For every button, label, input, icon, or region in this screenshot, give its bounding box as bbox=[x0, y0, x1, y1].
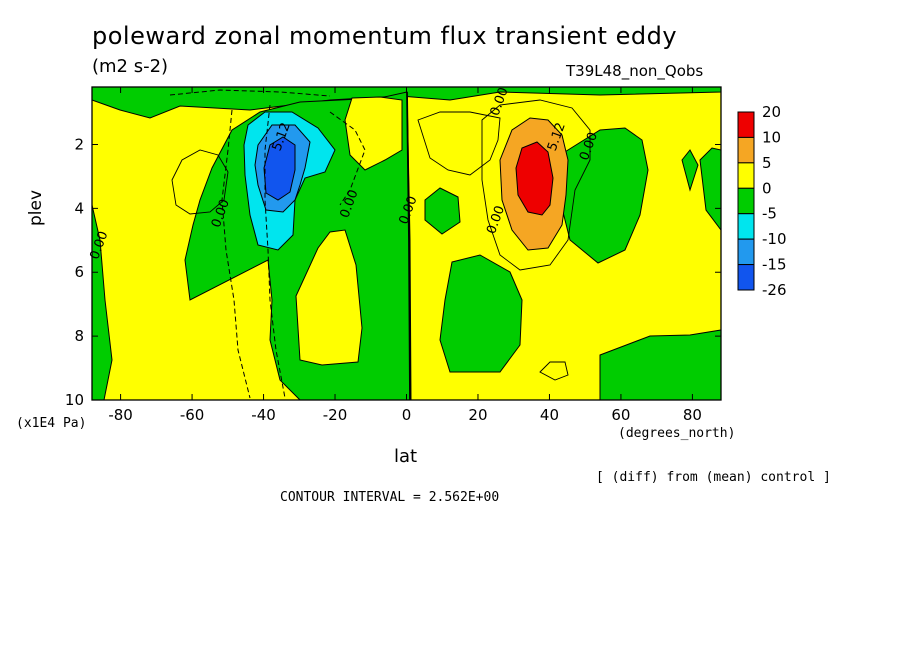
colorbar-swatch bbox=[737, 136, 755, 164]
region-nh-mid bbox=[559, 127, 649, 264]
colorbar-label: 0 bbox=[762, 179, 772, 197]
y-axis-units: (x1E4 Pa) bbox=[16, 416, 87, 431]
x-tick-label: 20 bbox=[468, 406, 487, 424]
colorbar-swatch bbox=[737, 213, 755, 240]
x-axis-ticks: -80 -60 -40 -20 0 20 40 60 80 bbox=[108, 87, 702, 424]
colorbar-swatch bbox=[737, 238, 755, 266]
colorbar-label: 5 bbox=[762, 154, 772, 172]
colorbar-label: -26 bbox=[762, 281, 787, 299]
colorbar-label: 20 bbox=[762, 103, 781, 121]
units-label: (m2 s-2) bbox=[92, 56, 169, 77]
region-nh-small2 bbox=[681, 149, 699, 192]
x-tick-label: -20 bbox=[323, 406, 348, 424]
sh-negative-extremum bbox=[243, 111, 336, 251]
dashed-contour-outer bbox=[221, 109, 251, 399]
x-axis-title: lat bbox=[394, 446, 418, 467]
equator-zero-line bbox=[406, 91, 411, 401]
x-tick-label: 40 bbox=[540, 406, 559, 424]
colorbar-label: -15 bbox=[762, 256, 787, 274]
y-tick-label: 10 bbox=[65, 391, 84, 409]
contour-interval: CONTOUR INTERVAL = 2.562E+00 bbox=[280, 490, 500, 505]
dashed-contour-right bbox=[329, 111, 366, 206]
run-label: T39L48_non_Qobs bbox=[566, 62, 704, 80]
nh-positive-extremum bbox=[499, 117, 569, 251]
nh-level-10 bbox=[515, 141, 554, 216]
contour-nh-lower-loop bbox=[539, 361, 569, 381]
y-tick-label: 6 bbox=[74, 263, 84, 281]
dashed-contour-top bbox=[169, 89, 331, 97]
region-nh-sub bbox=[439, 254, 523, 373]
contour-nh-loop bbox=[417, 111, 501, 176]
colorbar-label: -10 bbox=[762, 230, 787, 248]
colorbar-swatch bbox=[737, 111, 755, 138]
x-tick-label: -80 bbox=[108, 406, 133, 424]
diff-note: [ (diff) from (mean) control ] bbox=[596, 470, 831, 485]
region-nh-small1 bbox=[424, 187, 461, 235]
dashed-contour-inner bbox=[264, 104, 286, 399]
island-sh-upper bbox=[344, 96, 403, 171]
x-tick-label: 80 bbox=[683, 406, 702, 424]
colorbar-swatch bbox=[737, 162, 755, 189]
x-tick-label: -40 bbox=[251, 406, 276, 424]
y-tick-label: 8 bbox=[74, 327, 84, 345]
sh-level-neg15 bbox=[263, 136, 296, 201]
thin-contours bbox=[171, 99, 591, 381]
dashed-contours bbox=[169, 89, 366, 399]
y-tick-label: 2 bbox=[74, 135, 84, 153]
x-tick-label: -60 bbox=[180, 406, 205, 424]
colorbar-swatch bbox=[737, 264, 755, 291]
y-axis-ticks: 2 4 6 8 10 bbox=[65, 135, 721, 409]
contour-nh-outer bbox=[481, 99, 591, 271]
island-sh-lower bbox=[295, 229, 363, 366]
island-regions bbox=[295, 96, 403, 366]
contour-sh-loop bbox=[171, 149, 229, 215]
x-tick-label: 60 bbox=[611, 406, 630, 424]
y-axis-title: plev bbox=[26, 189, 46, 226]
chart-title: poleward zonal momentum flux transient e… bbox=[92, 22, 678, 50]
colorbar: 20 10 5 0 -5 -10 -15 -26 bbox=[737, 103, 787, 299]
x-tick-label: 0 bbox=[402, 406, 412, 424]
colorbar-label: 10 bbox=[762, 128, 781, 146]
y-tick-label: 4 bbox=[74, 199, 84, 217]
x-axis-units: (degrees_north) bbox=[618, 426, 736, 441]
colorbar-label: -5 bbox=[762, 205, 777, 223]
colorbar-swatch bbox=[737, 187, 755, 215]
